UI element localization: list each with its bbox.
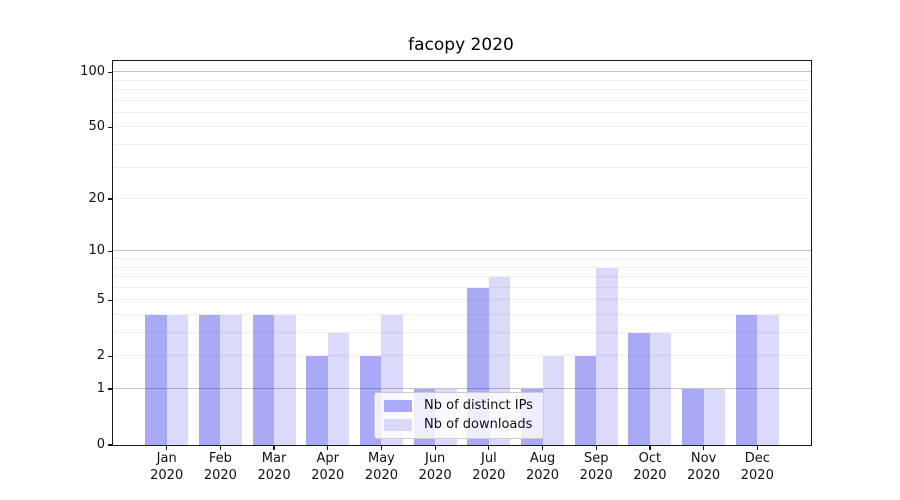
gridline-minor-40 — [113, 144, 811, 146]
gridline-major-10 — [113, 250, 811, 252]
x-tick-label-aug-2020: Aug 2020 — [525, 451, 560, 483]
y-tick-label-0: 0 — [96, 437, 105, 452]
x-tick-dec-2020 — [756, 445, 758, 450]
x-tick-apr-2020 — [327, 445, 329, 450]
y-tick-10 — [108, 250, 113, 252]
x-tick-oct-2020 — [649, 445, 651, 450]
x-tick-jul-2020 — [488, 445, 490, 450]
bar-nb-of-distinct-ips-sep-2020 — [574, 356, 597, 445]
x-tick-mar-2020 — [273, 445, 275, 450]
bar-nb-of-downloads-feb-2020 — [220, 315, 242, 445]
y-tick-100 — [108, 71, 113, 73]
x-tick-label-oct-2020: Oct 2020 — [633, 451, 667, 483]
y-tick-label-2: 2 — [96, 348, 105, 364]
x-tick-label-jul-2020: Jul 2020 — [472, 451, 506, 483]
y-tick-50 — [108, 126, 113, 128]
x-tick-label-jan-2020: Jan 2020 — [150, 451, 184, 483]
legend-row-distinct-ips: Nb of distinct IPs — [384, 399, 533, 413]
y-tick-label-100: 100 — [80, 64, 105, 80]
bar-nb-of-downloads-sep-2020 — [596, 267, 618, 445]
gridline-minor-5 — [113, 299, 811, 301]
x-tick-label-dec-2020: Dec 2020 — [740, 451, 774, 483]
x-tick-jun-2020 — [434, 445, 436, 450]
bar-nb-of-downloads-jan-2020 — [166, 315, 189, 445]
bar-nb-of-distinct-ips-jan-2020 — [145, 315, 167, 445]
legend-label-downloads: Nb of downloads — [424, 417, 533, 432]
chart-title: facopy 2020 — [408, 35, 514, 55]
plot-area: Nb of distinct IPs Nb of downloads Jan 2… — [80, 60, 812, 483]
gridline-minor-7 — [113, 276, 811, 278]
x-tick-nov-2020 — [703, 445, 705, 450]
y-tick-20 — [108, 198, 113, 200]
y-tick-0 — [108, 444, 113, 446]
bar-nb-of-distinct-ips-mar-2020 — [252, 315, 275, 445]
bar-nb-of-distinct-ips-dec-2020 — [735, 315, 758, 445]
y-tick-label-10: 10 — [88, 243, 105, 259]
x-tick-label-sep-2020: Sep 2020 — [579, 451, 613, 483]
x-tick-label-feb-2020: Feb 2020 — [203, 451, 237, 483]
gridline-major-1 — [113, 388, 811, 390]
bar-nb-of-downloads-apr-2020 — [327, 333, 350, 445]
gridline-minor-30 — [113, 166, 811, 168]
gridline-minor-50 — [113, 126, 811, 128]
x-tick-label-may-2020: May 2020 — [364, 451, 398, 483]
x-tick-label-jun-2020: Jun 2020 — [418, 451, 452, 483]
gridline-major-100 — [113, 71, 811, 73]
legend-row-downloads: Nb of downloads — [384, 418, 533, 432]
y-tick-1 — [108, 388, 113, 390]
y-tick-label-50: 50 — [88, 119, 105, 135]
legend: Nb of distinct IPs Nb of downloads — [374, 392, 544, 439]
gridline-minor-80 — [113, 89, 811, 91]
x-tick-label-nov-2020: Nov 2020 — [687, 451, 721, 483]
x-tick-may-2020 — [380, 445, 383, 450]
x-tick-aug-2020 — [541, 445, 544, 450]
gridline-minor-3 — [113, 332, 811, 334]
y-tick-label-5: 5 — [96, 292, 105, 308]
gridline-minor-20 — [113, 198, 811, 200]
bar-nb-of-downloads-aug-2020 — [542, 356, 565, 445]
gridline-minor-4 — [113, 314, 811, 315]
x-tick-jan-2020 — [166, 445, 168, 450]
bar-nb-of-distinct-ips-nov-2020 — [682, 389, 704, 445]
y-tick-label-1: 1 — [96, 381, 105, 396]
x-tick-feb-2020 — [219, 445, 221, 450]
bar-nb-of-downloads-mar-2020 — [274, 315, 296, 445]
bar-nb-of-downloads-nov-2020 — [703, 389, 726, 445]
legend-swatch-downloads — [384, 419, 412, 431]
gridline-minor-90 — [113, 79, 811, 81]
bar-nb-of-distinct-ips-apr-2020 — [306, 356, 328, 445]
y-tick-label-20: 20 — [88, 191, 105, 207]
gridline-minor-70 — [113, 99, 811, 101]
bar-nb-of-distinct-ips-feb-2020 — [198, 315, 221, 445]
x-tick-label-mar-2020: Mar 2020 — [257, 451, 291, 483]
x-tick-label-apr-2020: Apr 2020 — [311, 451, 345, 483]
gridline-minor-8 — [113, 266, 811, 268]
bar-nb-of-downloads-oct-2020 — [649, 333, 672, 445]
bar-nb-of-downloads-dec-2020 — [757, 315, 779, 445]
gridline-minor-9 — [113, 258, 811, 259]
gridline-minor-60 — [113, 111, 811, 113]
gridline-minor-2 — [113, 355, 811, 357]
y-tick-5 — [108, 299, 113, 301]
y-tick-2 — [108, 355, 113, 357]
bar-nb-of-distinct-ips-oct-2020 — [628, 333, 650, 445]
legend-label-distinct-ips: Nb of distinct IPs — [424, 398, 533, 413]
legend-swatch-distinct-ips — [384, 400, 412, 412]
x-tick-sep-2020 — [595, 445, 597, 450]
gridline-minor-6 — [113, 286, 811, 288]
